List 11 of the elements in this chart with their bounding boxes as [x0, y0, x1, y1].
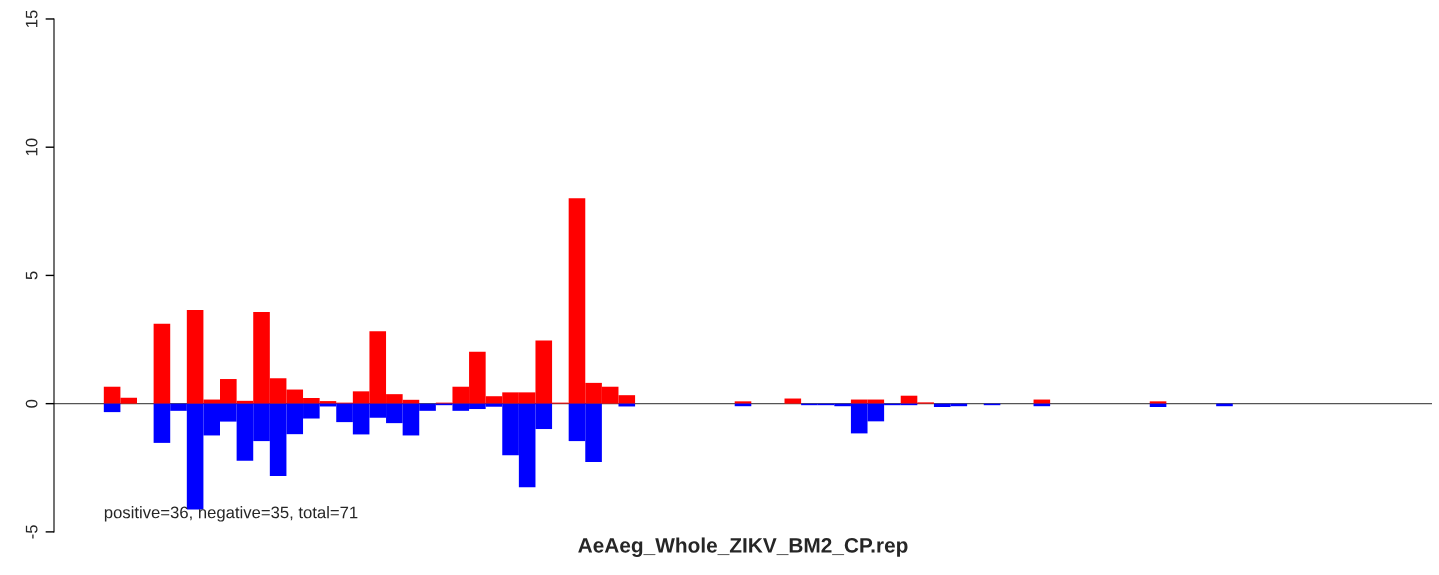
- y-tick-label: -5: [25, 525, 38, 539]
- y-tick-label: 10: [25, 138, 38, 156]
- y-tick-label: 15: [25, 10, 38, 27]
- y-tick-label: 5: [25, 271, 38, 280]
- annotation: positive=36, negative=35, total=71: [104, 506, 358, 522]
- x-axis-title: AeAeg_Whole_ZIKV_BM2_CP.rep: [578, 537, 908, 557]
- bar: [153, 323, 171, 404]
- bar: [1033, 399, 1051, 404]
- y-tick-label: 0: [25, 399, 38, 408]
- bar: [103, 403, 121, 413]
- bar: [784, 398, 802, 404]
